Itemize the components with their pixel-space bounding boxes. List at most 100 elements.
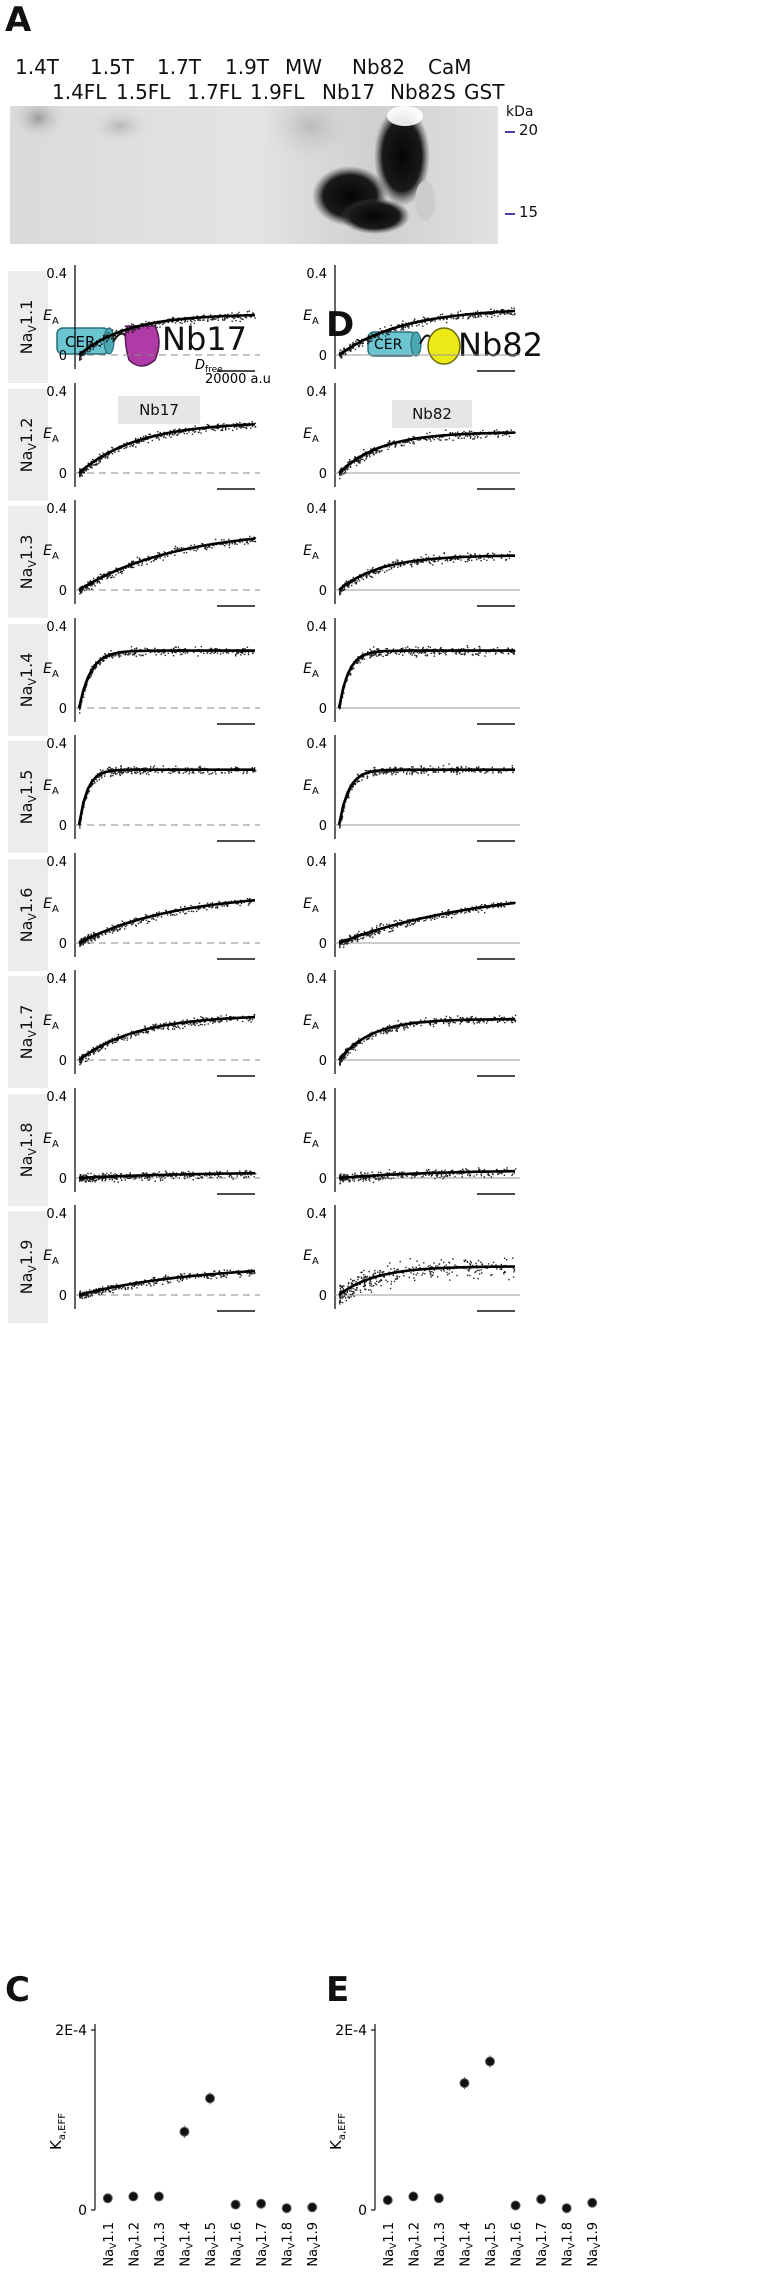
data-point bbox=[506, 900, 507, 901]
data-point bbox=[369, 936, 370, 937]
data-point bbox=[439, 652, 440, 653]
data-point bbox=[82, 475, 83, 476]
data-point bbox=[416, 325, 417, 326]
data-point bbox=[373, 572, 374, 573]
data-point bbox=[89, 1055, 90, 1056]
data-point bbox=[132, 561, 133, 562]
data-point bbox=[145, 321, 146, 322]
data-point bbox=[371, 576, 372, 577]
data-point bbox=[350, 351, 351, 352]
data-point bbox=[229, 545, 230, 546]
data-point bbox=[130, 653, 131, 654]
data-point bbox=[351, 789, 352, 790]
data-point bbox=[88, 468, 89, 469]
fit-curve bbox=[339, 770, 515, 825]
data-point bbox=[420, 1020, 421, 1021]
data-point bbox=[374, 774, 375, 775]
data-point bbox=[485, 436, 486, 437]
data-point bbox=[163, 1028, 164, 1029]
data-point bbox=[195, 646, 196, 647]
data-point bbox=[509, 313, 510, 314]
data-point bbox=[155, 1024, 156, 1025]
data-point bbox=[121, 772, 122, 773]
data-point bbox=[175, 766, 176, 767]
data-point bbox=[412, 442, 413, 443]
data-point bbox=[95, 1051, 96, 1052]
data-point bbox=[379, 773, 380, 774]
data-point bbox=[513, 653, 514, 654]
data-point bbox=[149, 920, 150, 921]
data-point bbox=[188, 1024, 189, 1025]
data-point bbox=[252, 1019, 253, 1020]
data-point bbox=[479, 1021, 480, 1022]
data-point bbox=[228, 772, 229, 773]
data-point bbox=[126, 924, 127, 925]
y-tick-label: 0 bbox=[59, 937, 67, 952]
data-point bbox=[469, 430, 470, 431]
data-point bbox=[133, 445, 134, 446]
data-point bbox=[387, 1030, 388, 1031]
data-point bbox=[504, 314, 505, 315]
data-point bbox=[97, 1050, 98, 1051]
data-point bbox=[155, 654, 156, 655]
data-point bbox=[108, 332, 109, 333]
fit-curve bbox=[79, 1017, 255, 1060]
data-point bbox=[211, 428, 212, 429]
data-point bbox=[469, 560, 470, 561]
data-point bbox=[146, 919, 147, 920]
data-point bbox=[443, 765, 444, 766]
data-point bbox=[454, 913, 455, 914]
data-point bbox=[209, 773, 210, 774]
data-point bbox=[468, 316, 469, 317]
data-point bbox=[142, 654, 143, 655]
data-point bbox=[173, 655, 174, 656]
data-point bbox=[90, 348, 91, 349]
data-point bbox=[181, 323, 182, 324]
data-point bbox=[111, 577, 112, 578]
data-point bbox=[413, 652, 414, 653]
data-point bbox=[391, 568, 392, 569]
data-point bbox=[147, 1033, 148, 1034]
data-point bbox=[486, 435, 487, 436]
data-point bbox=[111, 768, 112, 769]
data-point bbox=[91, 466, 92, 467]
data-point bbox=[392, 773, 393, 774]
data-point bbox=[212, 1021, 213, 1022]
data-point bbox=[339, 827, 340, 828]
data-point bbox=[460, 310, 461, 311]
data-point bbox=[480, 560, 481, 561]
data-point bbox=[200, 773, 201, 774]
data-point bbox=[373, 646, 374, 647]
data-point bbox=[157, 431, 158, 432]
fit-curve bbox=[339, 556, 515, 590]
data-point bbox=[217, 1017, 218, 1018]
data-point bbox=[100, 345, 101, 346]
data-point bbox=[429, 562, 430, 563]
data-point bbox=[388, 771, 389, 772]
data-point bbox=[255, 426, 256, 427]
ea-axis-label: EA bbox=[43, 426, 59, 445]
y-tick-label: 0 bbox=[59, 702, 67, 717]
data-point bbox=[492, 772, 493, 773]
data-point bbox=[172, 914, 173, 915]
data-point bbox=[207, 771, 208, 772]
data-point bbox=[511, 307, 512, 308]
data-point bbox=[83, 471, 84, 472]
data-point bbox=[494, 430, 495, 431]
data-point bbox=[158, 437, 159, 438]
data-point bbox=[164, 651, 165, 652]
data-point bbox=[115, 767, 116, 768]
data-point bbox=[164, 551, 165, 552]
data-point bbox=[355, 938, 356, 939]
data-point bbox=[373, 775, 374, 776]
data-point bbox=[457, 436, 458, 437]
data-point bbox=[512, 652, 513, 653]
data-point bbox=[391, 772, 392, 773]
data-point bbox=[246, 773, 247, 774]
data-point bbox=[376, 655, 377, 656]
y-tick-label: 0.4 bbox=[46, 385, 67, 400]
data-point bbox=[386, 773, 387, 774]
data-point bbox=[132, 653, 133, 654]
data-point bbox=[204, 907, 205, 908]
data-point bbox=[159, 327, 160, 328]
